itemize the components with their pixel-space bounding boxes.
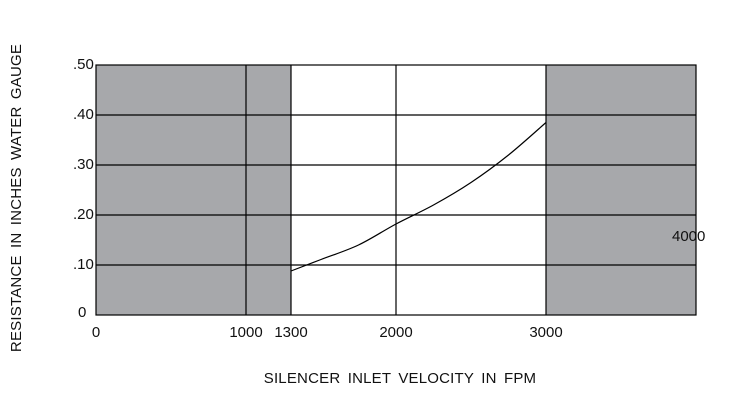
plot-border [95, 64, 697, 316]
series-point-0-2 [358, 244, 359, 245]
series-point-0-1 [320, 259, 321, 260]
x-tick-label: 1000 [229, 324, 262, 341]
y-axis-title: RESISTANCE IN INCHES WATER GAUGE [8, 44, 25, 352]
x-tick-label: 1300 [274, 324, 307, 341]
series-point-0-6 [508, 154, 509, 155]
x-tick-label: 0 [92, 324, 100, 341]
shaded-region-0 [96, 65, 291, 315]
y-tick-labels: 0 .10 .20 .30 .40 .50 [73, 56, 94, 321]
gridlines [96, 65, 696, 315]
x-tick-label: 3000 [529, 324, 562, 341]
x-tick-label: 2000 [379, 324, 412, 341]
series-layer [290, 122, 547, 272]
y-tick-label: .40 [73, 106, 94, 123]
series-point-0-0 [290, 270, 291, 271]
x-tick-labels: 0 1000 1300 2000 3000 [92, 324, 563, 341]
y-tick-label: 0 [78, 304, 86, 321]
shaded-region-1 [546, 65, 696, 315]
y-tick-label: .50 [73, 56, 94, 73]
x-axis-title: SILENCER INLET VELOCITY IN FPM [264, 370, 537, 387]
series-line-0 [290, 122, 547, 272]
y-tick-label: .20 [73, 206, 94, 223]
series-point-0-7 [545, 122, 546, 123]
shaded-regions [96, 65, 696, 315]
series-point-0-3 [395, 223, 396, 224]
extra-labels: 4000 [672, 228, 705, 245]
series-point-0-4 [433, 204, 434, 205]
y-tick-label: .10 [73, 256, 94, 273]
series-point-0-5 [470, 182, 471, 183]
right-edge-label: 4000 [672, 228, 705, 245]
y-tick-label: .30 [73, 156, 94, 173]
